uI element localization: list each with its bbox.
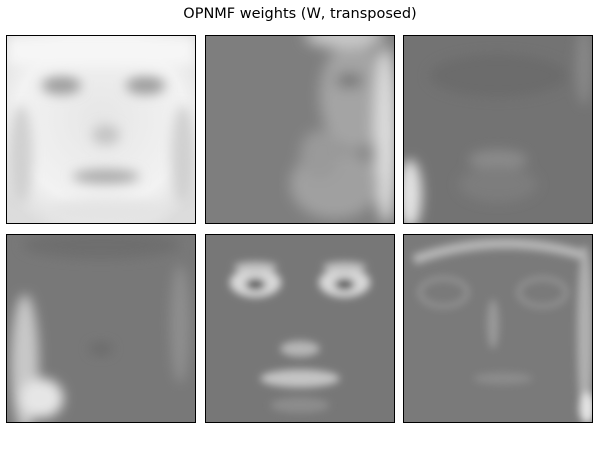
weight-image-1 <box>6 35 196 224</box>
figure-title: OPNMF weights (W, transposed) <box>183 6 417 22</box>
weight-image-3 <box>403 35 593 224</box>
weight-image-4 <box>6 234 196 423</box>
weight-image-6 <box>403 234 593 423</box>
weight-image-2 <box>205 35 395 224</box>
weight-image-5 <box>205 234 395 423</box>
